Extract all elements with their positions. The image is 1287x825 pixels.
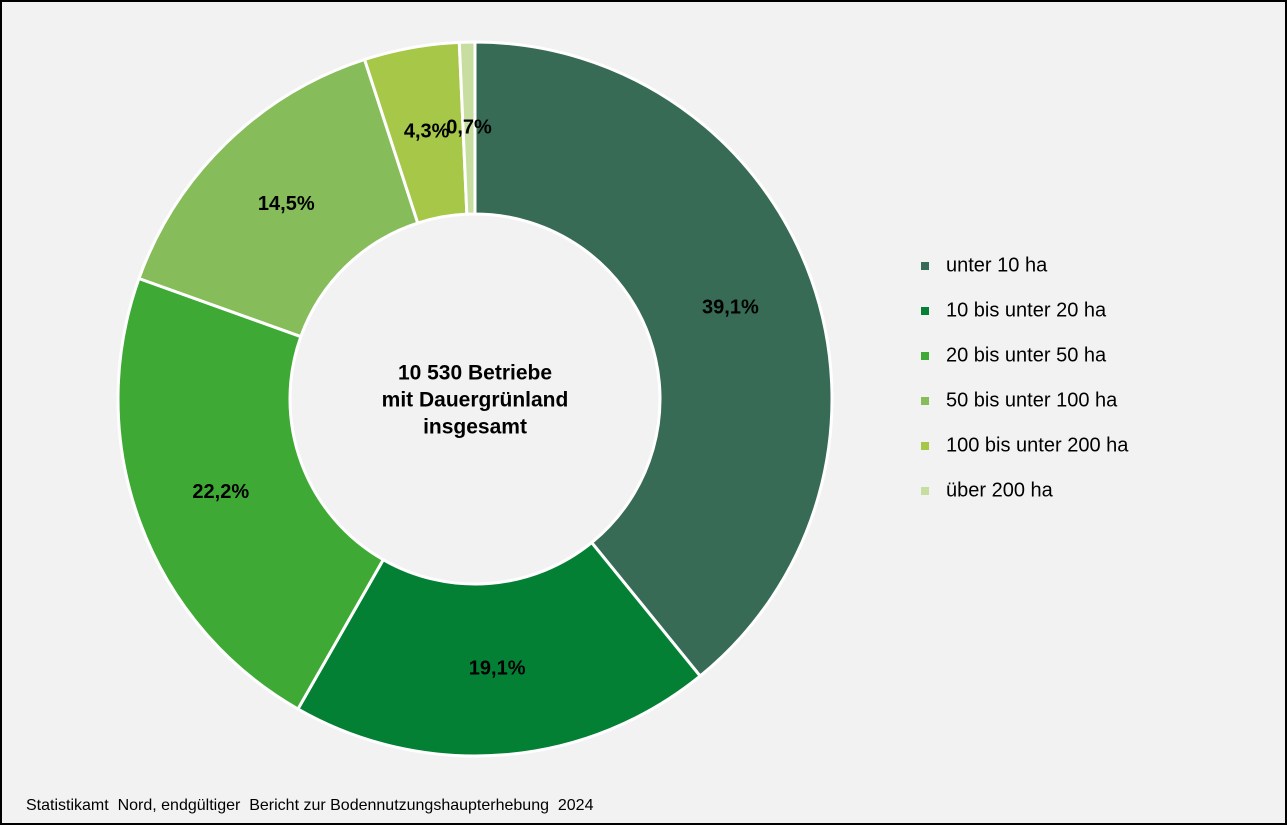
data-label: 39,1% [702,297,759,319]
legend-label: 50 bis unter 100 ha [946,389,1118,411]
center-label: 10 530 Betriebe [398,362,552,385]
legend-label: 100 bis unter 200 ha [946,434,1129,456]
data-label: 0,7% [446,116,492,138]
data-label: 14,5% [258,193,315,215]
legend-label: unter 10 ha [946,254,1048,276]
source-note: Statistikamt Nord, endgültiger Bericht z… [26,797,594,814]
legend-swatch [921,487,929,495]
legend-swatch [921,262,929,270]
legend-label: 10 bis unter 20 ha [946,299,1107,321]
legend-swatch [921,352,929,360]
legend-label: über 200 ha [946,479,1054,501]
legend-swatch [921,397,929,405]
center-label: mit Dauergrünland [382,389,569,412]
donut-slice [116,276,386,712]
data-label: 4,3% [404,121,450,143]
data-label: 19,1% [469,657,526,679]
donut-slice [457,40,477,216]
legend-swatch [921,442,929,450]
legend-label: 20 bis unter 50 ha [946,344,1107,366]
donut-slice [295,540,703,758]
center-label: insgesamt [423,416,527,439]
legend-swatch [921,307,929,315]
donut-slice [137,57,420,339]
donut-slice [473,40,834,679]
data-label: 22,2% [192,481,249,503]
